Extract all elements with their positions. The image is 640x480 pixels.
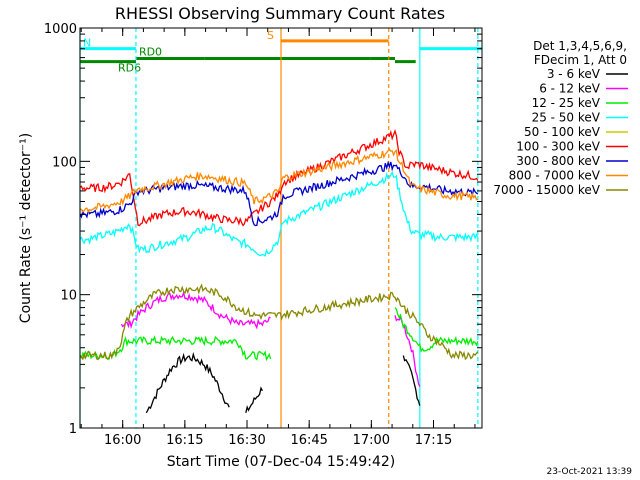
legend-label: 800 - 7000 keV	[509, 169, 601, 183]
legend-label: 50 - 100 keV	[524, 125, 601, 139]
series-line	[79, 160, 479, 227]
legend-header-line-1: Det 1,3,4,5,6,9,	[533, 39, 627, 53]
y-axis-label: Count Rate (s⁻¹ detector⁻¹)	[18, 133, 34, 323]
chart-title: RHESSI Observing Summary Count Rates	[115, 4, 445, 23]
legend-label: 25 - 50 keV	[532, 111, 601, 125]
legend: Det 1,3,4,5,6,9, FDecim 1, Att 0 3 - 6 k…	[493, 39, 628, 197]
y-tick-label: 1	[69, 422, 77, 437]
series-lines	[79, 128, 479, 414]
y-tick-label: 100	[52, 155, 77, 170]
series-line	[245, 386, 263, 413]
legend-label: 6 - 12 keV	[539, 82, 601, 96]
interval-label: RD6	[118, 62, 141, 75]
interval-label: RD0	[139, 46, 162, 59]
plot-frame	[79, 27, 483, 429]
legend-label: 100 - 300 keV	[516, 140, 600, 154]
interval-label: S	[267, 29, 274, 42]
legend-label: 300 - 800 keV	[516, 154, 600, 168]
series-line	[79, 148, 478, 214]
series-line	[145, 351, 230, 414]
x-axis-label: Start Time (07-Dec-04 15:49:42)	[167, 454, 395, 470]
y-axis-ticks: 1 10 100 1000	[44, 22, 482, 437]
observing-intervals: N RD0 RD6 S	[80, 29, 482, 75]
y-tick-label: 1000	[44, 22, 77, 37]
legend-label: 12 - 25 keV	[532, 96, 601, 110]
series-line	[394, 315, 421, 387]
series-line	[402, 355, 421, 406]
y-tick-label: 10	[60, 289, 77, 304]
series-line	[79, 283, 479, 361]
series-line	[120, 290, 271, 330]
x-tick-label: 17:15	[415, 433, 452, 448]
series-line	[394, 307, 479, 353]
interval-label: N	[83, 37, 91, 50]
legend-label: 7000 - 15000 keV	[493, 183, 600, 197]
x-tick-label: 16:15	[166, 433, 203, 448]
x-tick-label: 16:30	[228, 433, 265, 448]
x-tick-label: 16:00	[104, 433, 141, 448]
legend-label: 3 - 6 keV	[547, 67, 601, 81]
x-axis-ticks: 16:00 16:15 16:30 16:45 17:00 17:15	[80, 28, 476, 448]
x-tick-label: 16:45	[290, 433, 327, 448]
x-tick-label: 17:00	[353, 433, 390, 448]
footer-date: 23-Oct-2021 13:39	[547, 467, 633, 477]
legend-header-line-2: FDecim 1, Att 0	[534, 53, 627, 67]
series-line	[79, 170, 479, 257]
